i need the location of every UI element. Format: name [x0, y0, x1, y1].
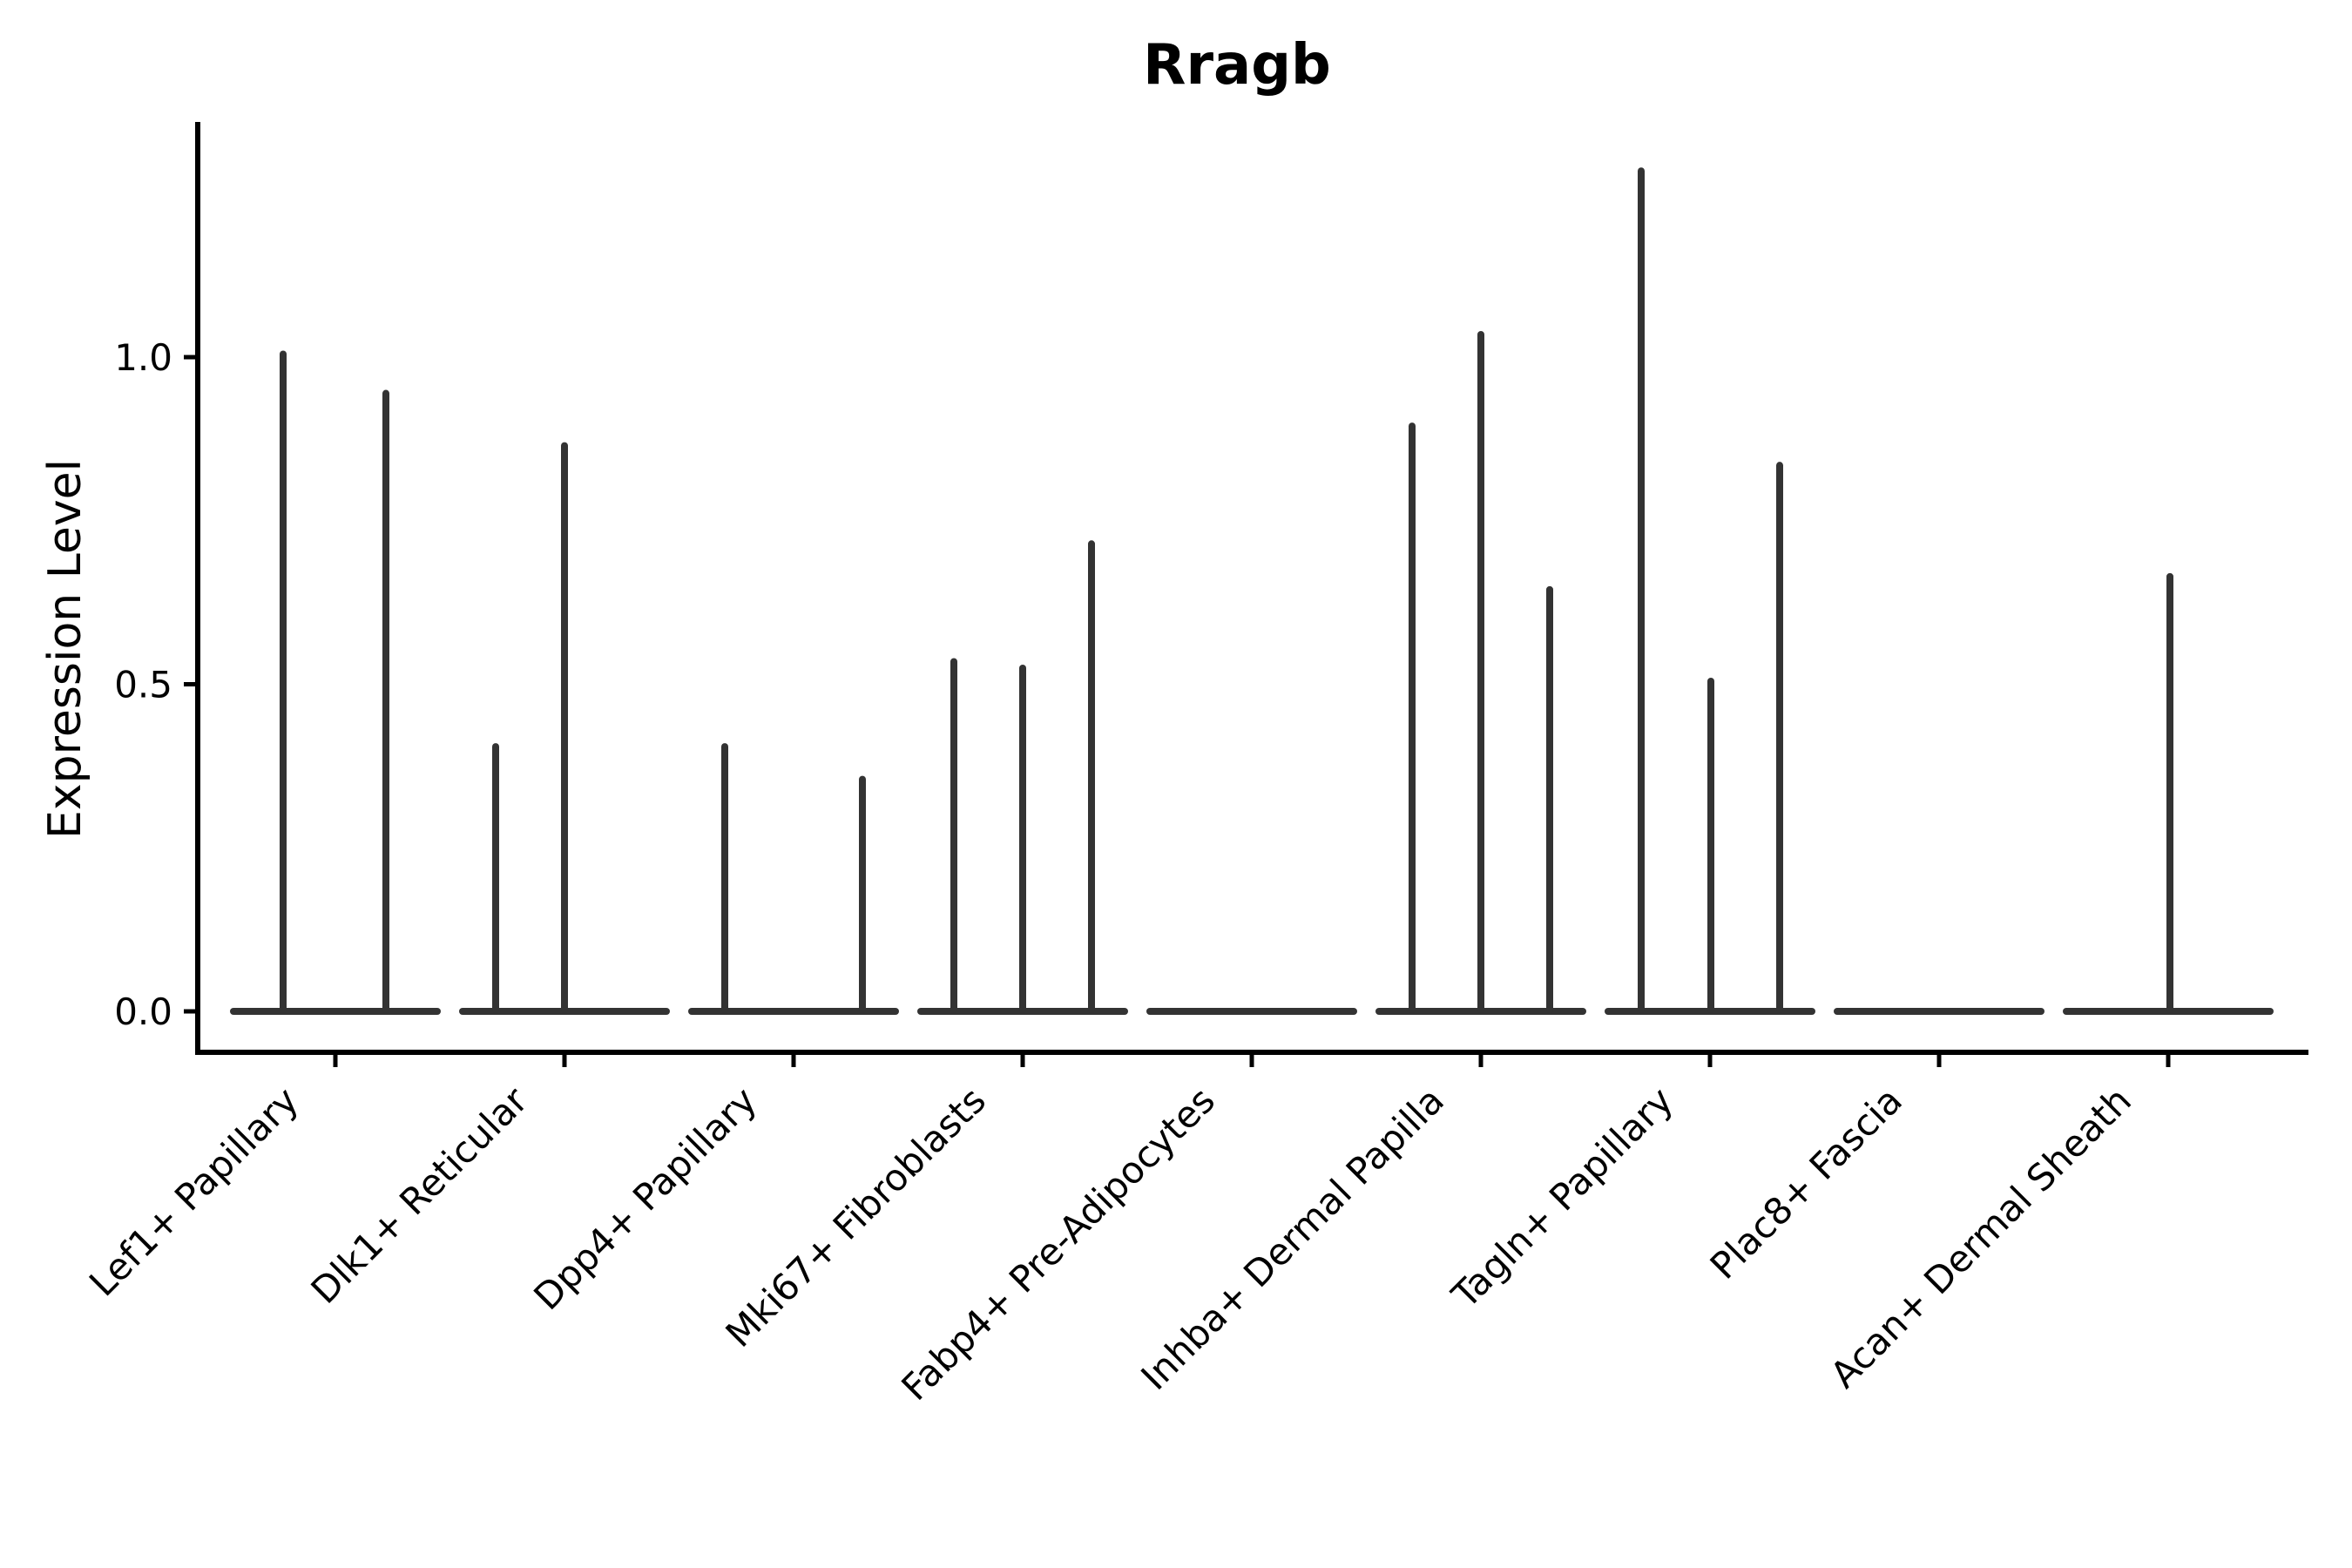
x-category-label: Tagln+ Papillary — [1443, 1078, 1681, 1316]
violin-body — [1834, 1008, 2044, 1015]
y-tick-label: 0.0 — [114, 990, 172, 1033]
y-axis-label: Expression Level — [39, 459, 91, 839]
violin-body — [230, 1008, 441, 1015]
y-tick-label: 0.5 — [114, 664, 172, 706]
violin-body — [688, 1008, 899, 1015]
x-category-label: Mki67+ Fibroblasts — [718, 1078, 994, 1355]
y-tick-label: 1.0 — [114, 336, 172, 379]
x-category-label: Dlk1+ Reticular — [303, 1078, 537, 1312]
x-category-label: Plac8+ Fascia — [1702, 1078, 1910, 1287]
violin-body — [1146, 1008, 1357, 1015]
x-category-label: Lef1+ Papillary — [81, 1078, 307, 1304]
chart-title: Rragb — [1143, 33, 1331, 98]
x-category-label: Dpp4+ Papillary — [525, 1078, 765, 1318]
